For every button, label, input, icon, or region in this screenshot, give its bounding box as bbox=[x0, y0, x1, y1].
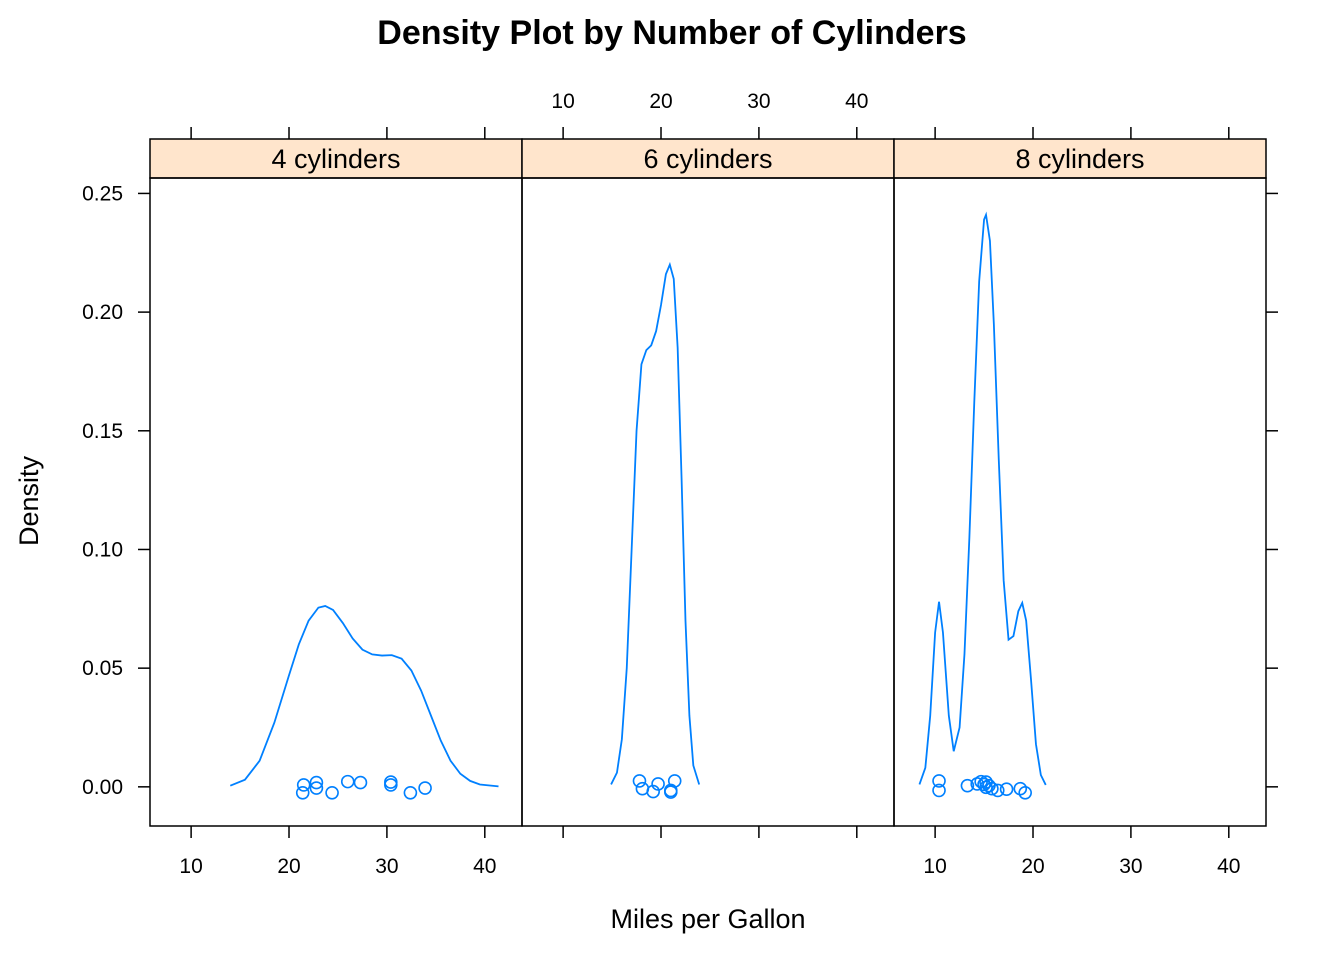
data-point bbox=[309, 781, 324, 795]
data-point bbox=[667, 774, 682, 788]
y-tick-label: 0.15 bbox=[82, 420, 123, 443]
data-point bbox=[384, 778, 398, 792]
data-point bbox=[651, 777, 665, 791]
data-point bbox=[999, 782, 1014, 797]
data-point bbox=[1018, 785, 1032, 800]
x-tick-label: 20 bbox=[277, 855, 300, 878]
panel-2: 6 cylinders 10 20 30 40 bbox=[521, 90, 895, 838]
x-tick-label: 30 bbox=[747, 90, 770, 113]
density-curve bbox=[229, 605, 499, 788]
panel-strip bbox=[149, 138, 523, 179]
data-point bbox=[932, 783, 946, 798]
panel-frame bbox=[149, 177, 523, 827]
data-point bbox=[309, 775, 324, 790]
data-point bbox=[418, 781, 432, 795]
panel-strip bbox=[521, 138, 895, 179]
data-point bbox=[985, 781, 999, 796]
data-point bbox=[403, 785, 418, 800]
data-point bbox=[990, 783, 1005, 798]
data-point bbox=[353, 775, 368, 790]
data-point bbox=[384, 775, 398, 789]
data-point bbox=[960, 778, 975, 793]
y-tick-label: 0.10 bbox=[82, 538, 123, 561]
panel-strip-label: 6 cylinders bbox=[643, 144, 772, 174]
x-axis-title: Miles per Gallon bbox=[610, 904, 805, 934]
x-tick-label: 40 bbox=[845, 90, 868, 113]
density-curve bbox=[610, 261, 701, 785]
panel-frame bbox=[521, 177, 895, 827]
y-tick-label: 0.25 bbox=[82, 182, 123, 205]
x-tick-label: 40 bbox=[1217, 855, 1240, 878]
data-point bbox=[296, 778, 311, 792]
data-point bbox=[646, 784, 660, 799]
y-axis-title: Density bbox=[14, 455, 44, 546]
panel-frame bbox=[893, 177, 1267, 827]
x-tick-label: 30 bbox=[375, 855, 398, 878]
x-tick-label: 10 bbox=[551, 90, 574, 113]
panel-strip-label: 4 cylinders bbox=[271, 144, 400, 174]
x-tick-label: 10 bbox=[179, 855, 202, 878]
x-tick-label: 30 bbox=[1119, 855, 1142, 878]
y-tick-label: 0.05 bbox=[82, 657, 123, 680]
x-tick-label: 10 bbox=[923, 855, 946, 878]
y-tick-label: 0.20 bbox=[82, 301, 123, 324]
x-tick-label: 20 bbox=[649, 90, 672, 113]
chart-title: Density Plot by Number of Cylinders bbox=[377, 14, 966, 52]
panel-1: 4 cylinders 10 20 30 40 bbox=[149, 127, 523, 878]
data-point bbox=[632, 774, 647, 788]
data-point bbox=[932, 774, 946, 788]
x-tick-label: 40 bbox=[473, 855, 496, 878]
x-tick-label: 20 bbox=[1021, 855, 1044, 878]
panel-3: 8 cylinders 10 20 30 40 bbox=[893, 127, 1267, 878]
data-point bbox=[977, 777, 991, 792]
data-point bbox=[340, 774, 355, 789]
density-curve bbox=[918, 211, 1047, 786]
data-point bbox=[325, 785, 339, 800]
panel-strip-label: 8 cylinders bbox=[1015, 144, 1144, 174]
y-tick-label: 0.00 bbox=[82, 776, 123, 799]
data-point bbox=[295, 785, 310, 800]
